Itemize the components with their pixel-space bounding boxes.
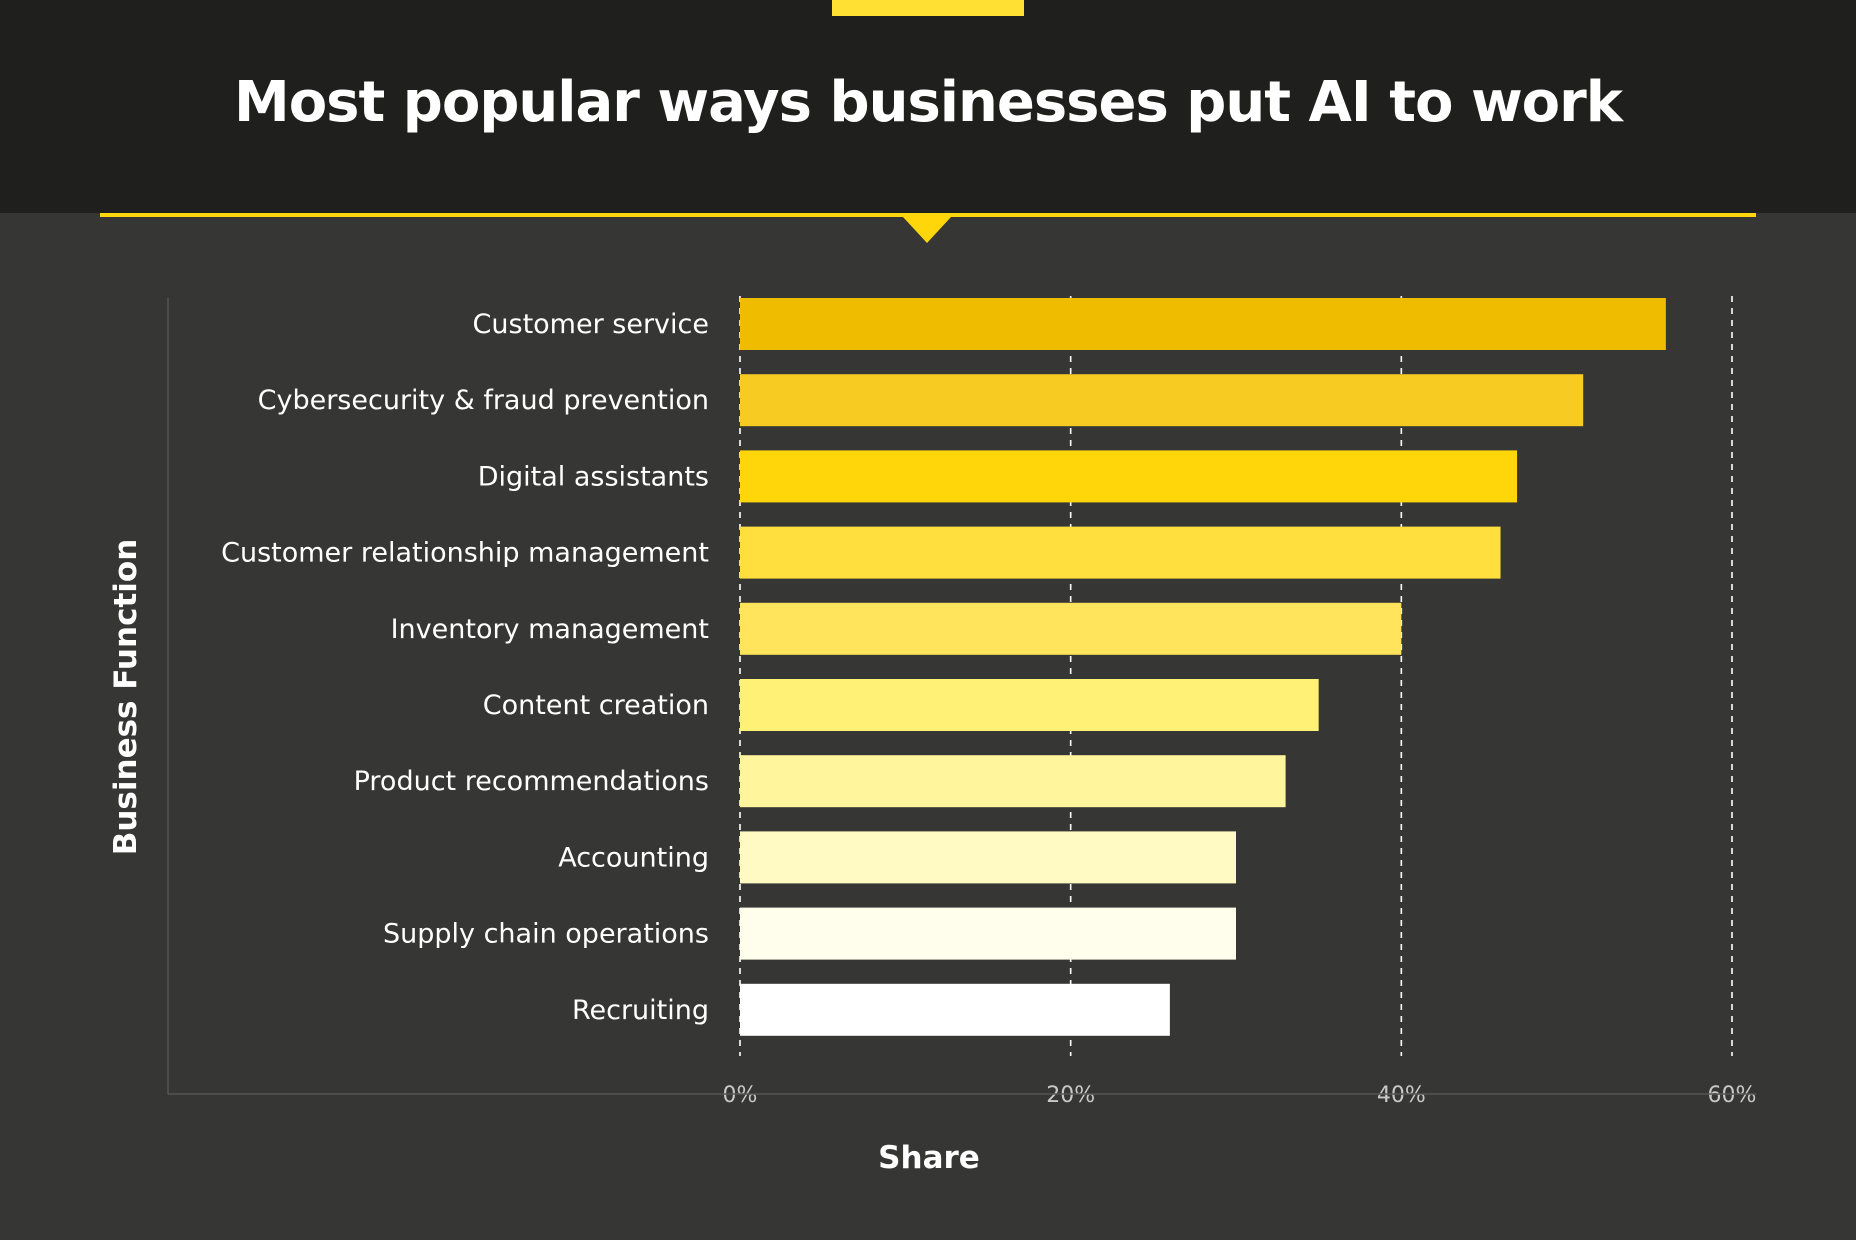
x-tick-label: 60%: [1708, 1083, 1757, 1108]
bar-0: [740, 298, 1666, 350]
category-label: Supply chain operations: [383, 919, 709, 950]
category-label: Accounting: [558, 842, 709, 873]
top-accent-tab: [832, 0, 1024, 16]
category-label: Product recommendations: [354, 766, 709, 797]
bar-1: [740, 374, 1584, 427]
bar-6: [740, 755, 1286, 808]
header-band: [0, 0, 1856, 213]
category-label: Digital assistants: [478, 461, 709, 492]
x-axis-title: Share: [878, 1140, 980, 1176]
bars: [740, 298, 1666, 1036]
x-tick-label: 20%: [1046, 1083, 1095, 1108]
category-label: Customer service: [473, 309, 709, 340]
bar-7: [740, 831, 1236, 884]
category-label: Content creation: [483, 690, 709, 721]
header-divider: [100, 213, 1756, 217]
bar-2: [740, 450, 1518, 503]
bar-5: [740, 679, 1319, 731]
category-label: Inventory management: [391, 614, 709, 645]
x-tick-label: 40%: [1377, 1083, 1426, 1108]
x-tick-label: 0%: [723, 1083, 758, 1108]
bar-9: [740, 983, 1170, 1036]
x-tick-labels: 0% 20% 40% 60%: [723, 1083, 1757, 1108]
category-labels: Customer service Cybersecurity & fraud pr…: [221, 309, 709, 1026]
bar-4: [740, 602, 1402, 655]
category-label: Recruiting: [572, 995, 709, 1026]
chart-title: Most popular ways businesses put AI to w…: [233, 70, 1623, 135]
pointer-triangle-icon: [903, 217, 951, 243]
y-axis-title: Business Function: [108, 539, 144, 856]
bar-8: [740, 907, 1236, 960]
category-label: Cybersecurity & fraud prevention: [258, 385, 709, 416]
category-label: Customer relationship management: [221, 538, 709, 569]
bar-3: [740, 526, 1501, 579]
